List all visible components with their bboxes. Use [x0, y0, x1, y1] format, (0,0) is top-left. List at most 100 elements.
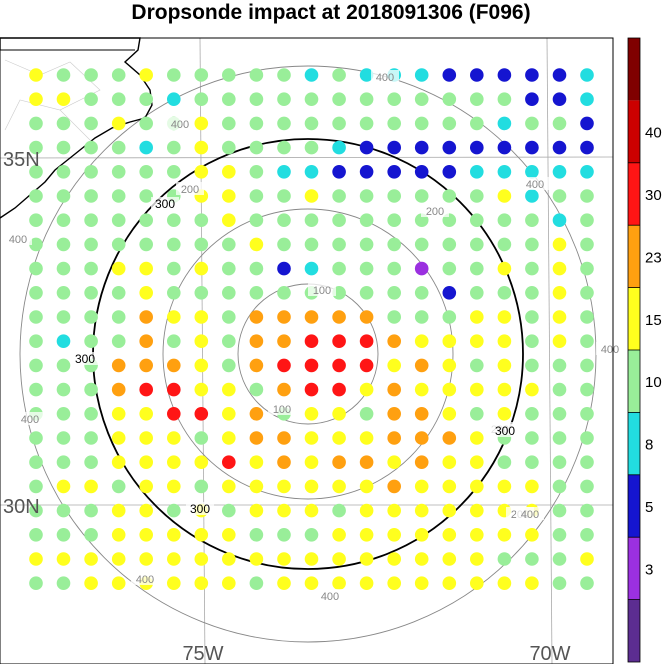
impact-dot — [84, 455, 98, 470]
impact-dot — [249, 189, 264, 203]
impact-dot — [442, 310, 457, 324]
impact-dot — [497, 479, 512, 494]
impact-dot — [552, 310, 567, 324]
colorbar-label: 15 — [645, 312, 662, 329]
impact-dot — [56, 503, 71, 518]
impact-dot — [414, 455, 429, 470]
impact-dot — [580, 552, 594, 566]
impact-dot — [249, 140, 264, 155]
impact-dot — [194, 552, 209, 566]
impact-dot — [29, 116, 43, 131]
impact-dot — [442, 140, 457, 155]
impact-dot — [497, 310, 512, 324]
impact-dot — [387, 92, 402, 106]
impact-dot — [387, 261, 402, 276]
impact-dot — [552, 382, 567, 397]
impact-dot — [580, 237, 594, 252]
impact-dot — [84, 334, 98, 349]
impact-dot — [249, 479, 264, 494]
impact-dot — [470, 68, 484, 82]
colorbar-segment — [628, 100, 640, 163]
impact-dot — [332, 68, 346, 82]
impact-dot — [277, 334, 291, 349]
impact-dot — [29, 165, 43, 179]
contour-label: 300 — [75, 352, 95, 366]
impact-dot — [277, 576, 291, 590]
impact-dot — [359, 68, 374, 82]
impact-dot — [387, 407, 402, 421]
impact-dot — [525, 576, 539, 590]
impact-dot — [332, 431, 346, 445]
impact-dot — [470, 407, 484, 421]
impact-dot — [304, 165, 319, 179]
impact-dot — [304, 213, 319, 227]
impact-dot — [525, 431, 539, 445]
impact-dot — [304, 503, 319, 518]
impact-dot — [222, 382, 236, 397]
impact-dot — [111, 140, 126, 155]
impact-dot — [304, 237, 319, 252]
impact-dot — [249, 455, 264, 470]
colorbar-label: 30 — [645, 187, 662, 204]
impact-dot — [470, 479, 484, 494]
impact-dot — [497, 213, 512, 227]
impact-dot — [277, 140, 291, 155]
impact-dot — [56, 165, 71, 179]
impact-dot — [111, 286, 126, 300]
impact-dot — [167, 92, 181, 106]
impact-dot — [359, 261, 374, 276]
impact-dot — [29, 552, 43, 566]
colorbar-label: 23 — [645, 249, 662, 266]
impact-dot — [277, 165, 291, 179]
impact-dot — [111, 116, 126, 131]
impact-dot — [249, 92, 264, 106]
contour-label-bg — [491, 424, 519, 437]
impact-dot — [359, 165, 374, 179]
impact-dot — [222, 358, 236, 373]
impact-dot — [194, 334, 209, 349]
impact-dot — [84, 92, 98, 106]
map-background — [0, 38, 613, 664]
impact-dot — [359, 382, 374, 397]
impact-dot — [194, 213, 209, 227]
impact-dot — [111, 92, 126, 106]
impact-dot — [470, 140, 484, 155]
impact-dot — [497, 140, 512, 155]
contour-label-bg — [176, 182, 204, 195]
impact-dot — [139, 431, 153, 445]
impact-dot — [414, 92, 429, 106]
impact-dot — [470, 528, 484, 542]
impact-dot — [580, 334, 594, 349]
impact-dot — [359, 189, 374, 203]
impact-dot — [359, 334, 374, 349]
impact-dot — [111, 382, 126, 397]
impact-dot — [84, 140, 98, 155]
impact-dot — [139, 552, 153, 566]
contour-label: 400 — [521, 509, 539, 521]
impact-dot — [414, 116, 429, 131]
impact-dot — [222, 165, 236, 179]
impact-dot — [29, 503, 43, 518]
impact-dot — [497, 455, 512, 470]
impact-dot — [332, 479, 346, 494]
impact-dot — [332, 310, 346, 324]
impact-dot — [359, 576, 374, 590]
impact-dot — [580, 140, 594, 155]
impact-dot — [497, 382, 512, 397]
impact-dot — [249, 165, 264, 179]
impact-dot — [84, 479, 98, 494]
impact-dot — [139, 213, 153, 227]
impact-dot — [580, 358, 594, 373]
impact-dot — [414, 358, 429, 373]
impact-dot — [194, 237, 209, 252]
impact-dot — [442, 479, 457, 494]
impact-dot — [249, 407, 264, 421]
impact-dot — [249, 261, 264, 276]
impact-dot — [497, 552, 512, 566]
impact-dot — [414, 576, 429, 590]
impact-dot — [359, 431, 374, 445]
impact-dot — [111, 358, 126, 373]
impact-dot — [56, 213, 71, 227]
impact-dot — [29, 382, 43, 397]
